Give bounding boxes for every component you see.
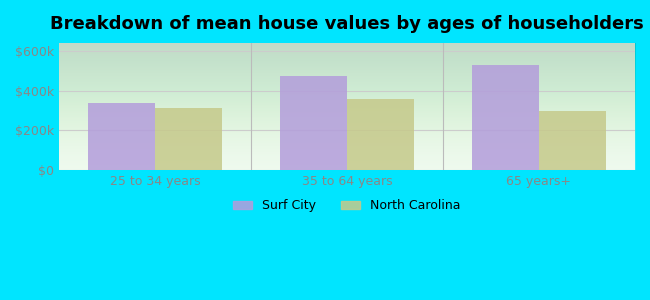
- Bar: [280, 76, 347, 170]
- Bar: [88, 103, 155, 170]
- Legend: Surf City, North Carolina: Surf City, North Carolina: [229, 194, 465, 218]
- Title: Breakdown of mean house values by ages of householders: Breakdown of mean house values by ages o…: [50, 15, 644, 33]
- Bar: [155, 108, 222, 170]
- Bar: [539, 111, 606, 170]
- Bar: [347, 99, 414, 170]
- Bar: [472, 65, 539, 170]
